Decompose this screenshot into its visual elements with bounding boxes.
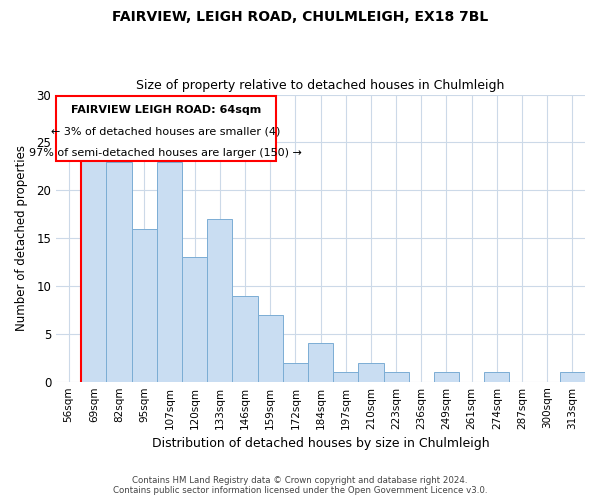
Bar (106, 162, 131, 382)
Bar (383, 372, 409, 382)
Bar (484, 372, 509, 382)
Text: ← 3% of detached houses are smaller (4): ← 3% of detached houses are smaller (4) (51, 126, 281, 136)
Bar (283, 362, 308, 382)
Text: FAIRVIEW LEIGH ROAD: 64sqm: FAIRVIEW LEIGH ROAD: 64sqm (71, 105, 261, 115)
Bar (232, 296, 257, 382)
Bar (81, 152, 106, 382)
Title: Size of property relative to detached houses in Chulmleigh: Size of property relative to detached ho… (136, 79, 505, 92)
Bar (182, 258, 207, 382)
FancyBboxPatch shape (56, 96, 275, 160)
Bar (207, 219, 232, 382)
Bar (257, 314, 283, 382)
Bar (358, 362, 383, 382)
Bar (308, 344, 333, 382)
Text: FAIRVIEW, LEIGH ROAD, CHULMLEIGH, EX18 7BL: FAIRVIEW, LEIGH ROAD, CHULMLEIGH, EX18 7… (112, 10, 488, 24)
Bar (434, 372, 459, 382)
X-axis label: Distribution of detached houses by size in Chulmleigh: Distribution of detached houses by size … (152, 437, 490, 450)
Bar (131, 228, 157, 382)
Bar (157, 162, 182, 382)
Y-axis label: Number of detached properties: Number of detached properties (15, 145, 28, 331)
Text: 97% of semi-detached houses are larger (150) →: 97% of semi-detached houses are larger (… (29, 148, 302, 158)
Bar (333, 372, 358, 382)
Text: Contains HM Land Registry data © Crown copyright and database right 2024.
Contai: Contains HM Land Registry data © Crown c… (113, 476, 487, 495)
Bar (560, 372, 585, 382)
